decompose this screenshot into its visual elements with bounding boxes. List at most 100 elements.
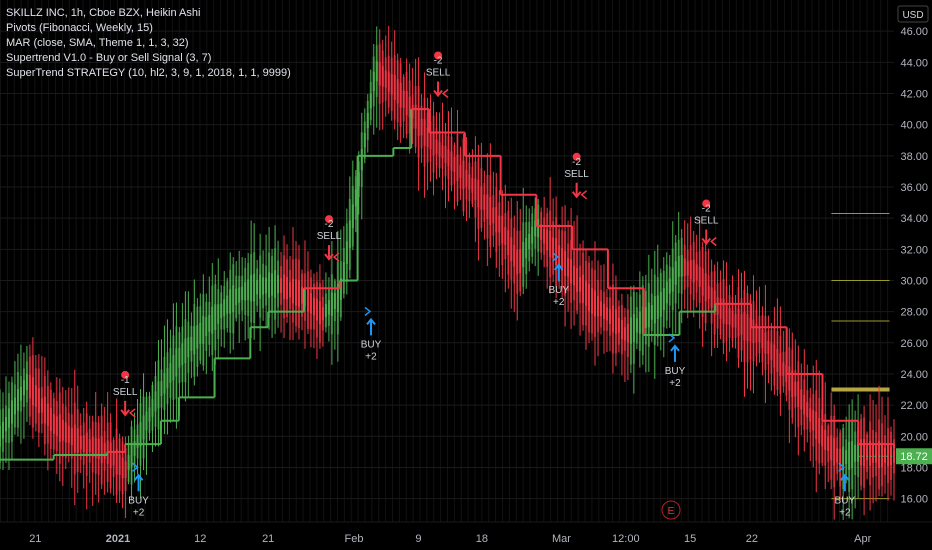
signal-count: +2 (365, 351, 377, 362)
session-stripe (777, 0, 779, 522)
legend-title[interactable]: SKILLZ INC, 1h, Cboe BZX, Heikin Ashi (6, 7, 201, 19)
candle (408, 96, 411, 118)
signal-count: -2 (702, 204, 711, 215)
candle (836, 448, 839, 463)
candle (82, 435, 85, 452)
sell-signal-label[interactable]: SELL (564, 169, 589, 180)
candle (211, 306, 214, 334)
sell-dot (572, 152, 581, 161)
time-tick-label: Feb (345, 533, 364, 545)
candle (782, 362, 785, 376)
candle (495, 207, 498, 233)
sell-signal-label[interactable]: SELL (426, 67, 451, 78)
entry-marker-icon (710, 236, 717, 247)
candle (232, 285, 235, 313)
price-axis[interactable]: 16.00 18.00 20.00 22.00 24.00 26.00 28.00 30.00… (900, 26, 928, 505)
candle (671, 267, 674, 292)
candle (172, 355, 175, 381)
candle (342, 261, 345, 280)
sell-signal-label[interactable]: SELL (694, 216, 719, 227)
candle (659, 292, 662, 317)
buy-signal-label[interactable]: BUY (361, 339, 382, 350)
session-stripe (27, 0, 29, 522)
sell-dot (434, 51, 443, 60)
entry-marker-icon (364, 306, 372, 317)
candle (426, 127, 429, 148)
candle (635, 318, 638, 333)
legend-indicator-strategy[interactable]: SuperTrend STRATEGY (10, hl2, 3, 9, 1, 2… (6, 67, 291, 79)
candle (163, 373, 166, 394)
candle (878, 440, 881, 468)
candle (103, 443, 106, 459)
sell-arrow-icon (433, 81, 443, 98)
time-tick-label: 22 (746, 533, 758, 545)
candle (37, 388, 40, 414)
buy-signal-label[interactable]: BUY (128, 495, 149, 506)
sell-signal-label[interactable]: SELL (317, 231, 342, 242)
candle (444, 146, 447, 163)
time-tick-label: 12 (194, 533, 206, 545)
candle (824, 429, 827, 450)
session-stripe (845, 0, 847, 522)
candle (142, 415, 145, 440)
candle (794, 381, 797, 397)
entry-marker-icon (552, 252, 559, 262)
session-stripe (653, 0, 655, 522)
candle (85, 432, 88, 457)
candle (504, 227, 507, 246)
session-stripe (123, 0, 125, 522)
sell-dot (702, 199, 711, 208)
legend-indicator-pivots[interactable]: Pivots (Fibonacci, Weekly, 15) (6, 22, 153, 34)
buy-signal-label[interactable]: BUY (548, 285, 569, 296)
candle (707, 285, 710, 300)
session-stripe (639, 0, 641, 522)
current-price-badge (896, 448, 932, 465)
currency-badge[interactable] (897, 5, 929, 23)
candle (510, 237, 513, 262)
candle (0, 426, 1, 447)
candle (704, 273, 707, 302)
session-stripe (0, 0, 1, 522)
price-tick-label: 36.00 (900, 182, 928, 194)
session-stripe (206, 0, 208, 522)
earnings-event-icon[interactable] (661, 500, 681, 520)
candle (396, 79, 399, 104)
signal-count: +2 (553, 297, 565, 308)
candle (695, 264, 698, 281)
candle (767, 340, 770, 354)
session-stripe (226, 0, 228, 522)
session-stripe (460, 0, 462, 522)
buy-signal-label[interactable]: BUY (665, 366, 686, 377)
session-stripe (398, 0, 400, 522)
time-axis[interactable]: 21 2021 12 21 Feb 9 18 Mar 12:00 15 22 Apr (29, 533, 871, 545)
session-stripe (488, 0, 490, 522)
session-stripe (199, 0, 201, 522)
price-tick-label: 38.00 (900, 151, 928, 163)
candle (399, 82, 402, 108)
session-stripe (171, 0, 173, 522)
session-stripe (557, 0, 559, 522)
legend-indicator-mar[interactable]: MAR (close, SMA, Theme 1, 1, 3, 32) (6, 37, 189, 49)
candle (821, 425, 824, 447)
candle (626, 323, 629, 343)
entry-marker-icon (668, 333, 676, 343)
session-stripe (130, 0, 132, 522)
candle (797, 381, 800, 408)
candle (725, 303, 728, 325)
session-stripe (55, 0, 57, 522)
sell-signal-label[interactable]: SELL (113, 387, 138, 398)
candle (333, 293, 336, 309)
session-stripe (735, 0, 737, 522)
candle (184, 338, 187, 364)
candle (591, 288, 594, 314)
candle (686, 261, 689, 276)
candle (614, 309, 617, 335)
candle (474, 178, 477, 201)
session-stripe (116, 0, 118, 522)
legend-indicator-supertrend[interactable]: Supertrend V1.0 - Buy or Sell Signal (3,… (6, 52, 212, 64)
session-stripe (598, 0, 600, 522)
session-stripe (330, 0, 332, 522)
buy-signal-label[interactable]: BUY (835, 495, 856, 506)
